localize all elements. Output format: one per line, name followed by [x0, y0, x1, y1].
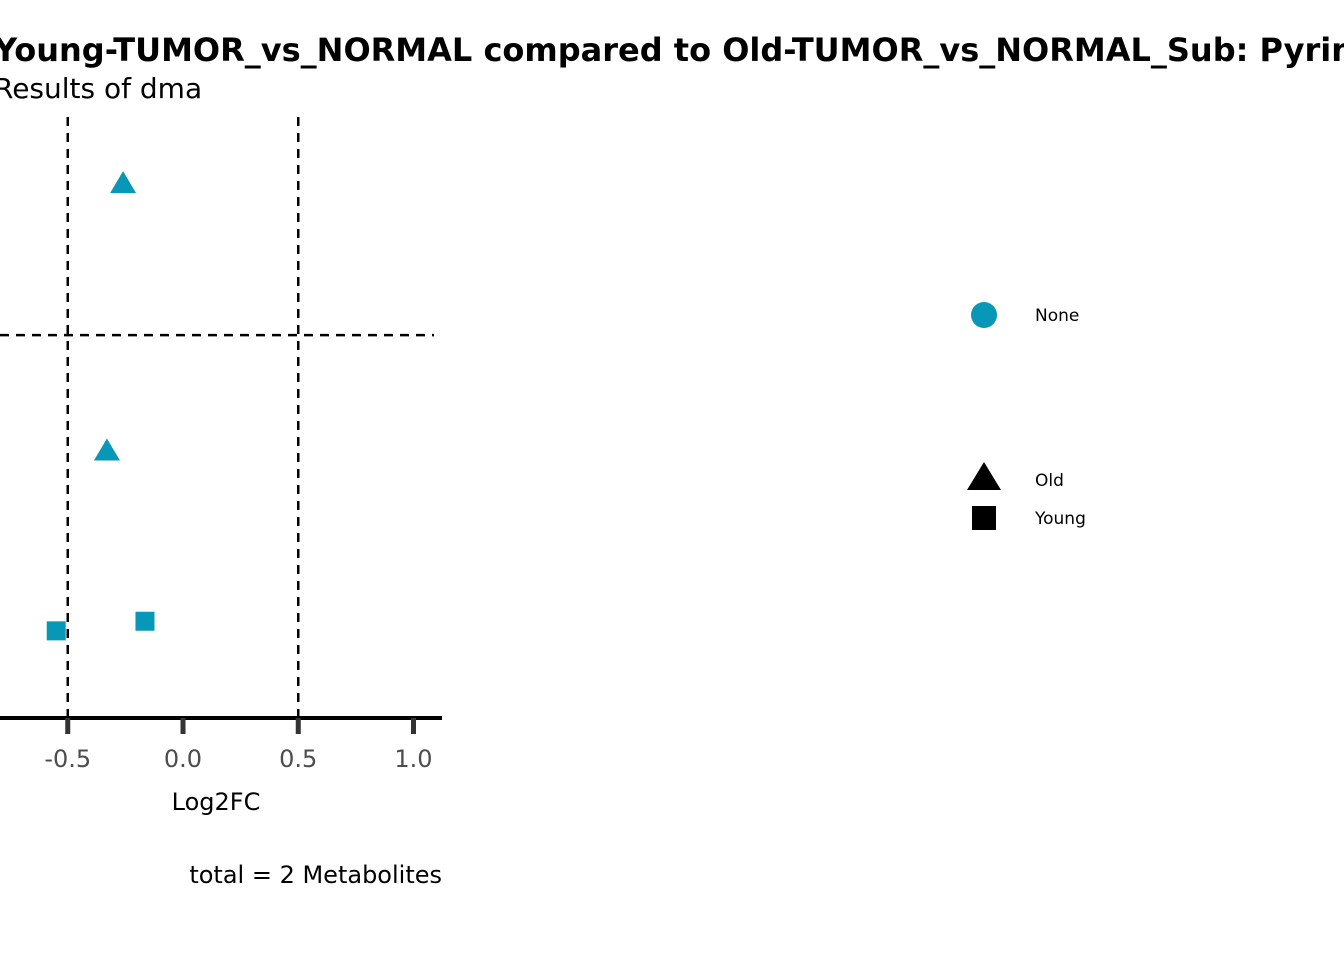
x-tick-label: 0.0: [164, 745, 202, 773]
legend-shape-key-old: [967, 462, 1001, 490]
x-tick-label: 1.0: [394, 745, 432, 773]
data-point-young: [135, 611, 155, 631]
legend-label-young: Young: [1034, 509, 1086, 529]
legend-shape-key-young: [972, 506, 996, 530]
x-axis-ticks: -0.5 0.0 0.5 1.0: [44, 718, 433, 773]
legend: None Old Young: [967, 302, 1086, 530]
data-point-old: [110, 171, 137, 194]
x-axis-title: Log2FC: [172, 788, 261, 816]
x-tick-label: 0.5: [279, 745, 317, 773]
chart-subtitle: Results of dma: [0, 72, 202, 105]
caption: total = 2 Metabolites: [189, 861, 442, 889]
legend-label-none: None: [1035, 306, 1079, 326]
chart-title: Young-TUMOR_vs_NORMAL compared to Old-TU…: [0, 31, 1344, 69]
data-point-old: [93, 438, 120, 461]
threshold-lines: [0, 117, 434, 718]
legend-color-key-none: [971, 302, 997, 328]
legend-label-old: Old: [1035, 471, 1064, 491]
x-tick-label: -0.5: [44, 745, 91, 773]
data-points: [46, 171, 155, 641]
data-point-young: [46, 621, 66, 641]
